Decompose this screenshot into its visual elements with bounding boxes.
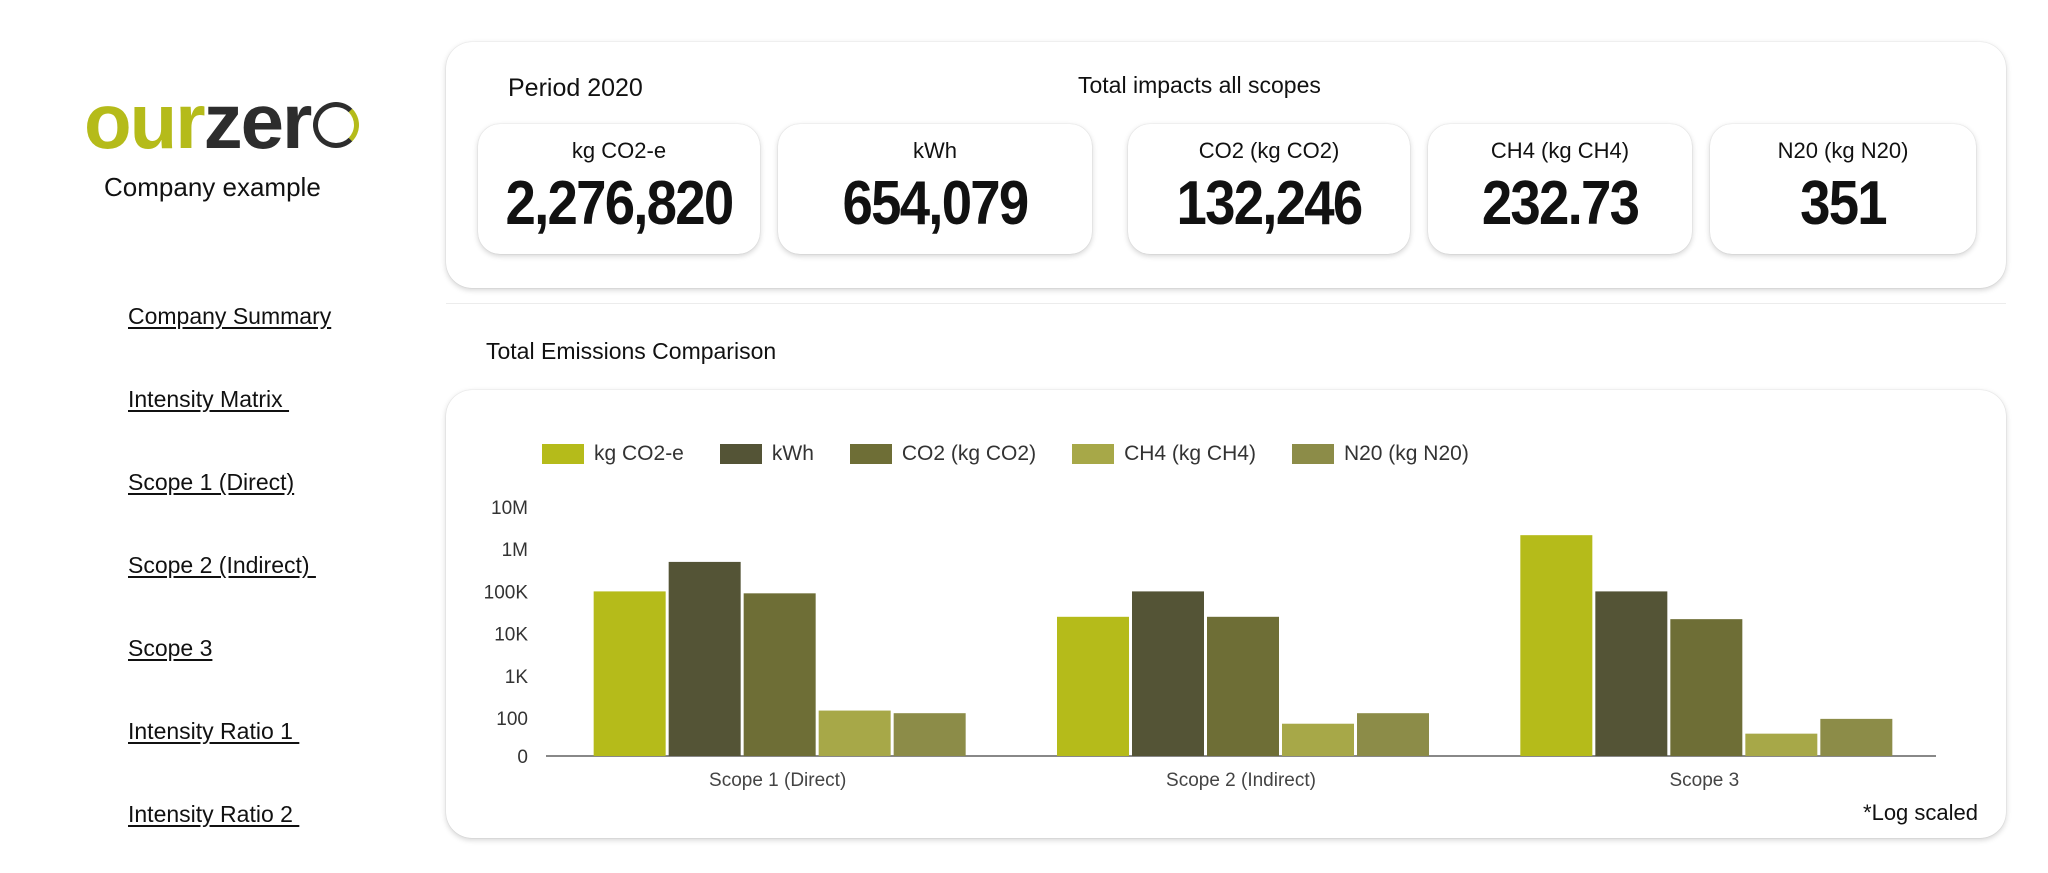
- kpi-label: kWh: [913, 138, 957, 163]
- legend-item[interactable]: kg CO2-e: [542, 442, 684, 466]
- bar[interactable]: [1057, 616, 1129, 756]
- bar[interactable]: [1282, 723, 1354, 756]
- bar[interactable]: [668, 561, 741, 756]
- comparison-title: Total Emissions Comparison: [486, 338, 777, 364]
- emissions-bar-chart: 0 100 1K 10K 100K 1M 10M Scope 1 (Direct) Scope …: [484, 498, 1936, 791]
- legend-item[interactable]: CH4 (kg CH4): [1072, 442, 1256, 466]
- y-tick-label: 0: [517, 747, 528, 768]
- kpi-label: kg CO2-e: [571, 138, 667, 163]
- kpi-card-co2: CO2 (kg CO2) 132,246: [1128, 124, 1410, 254]
- bar[interactable]: [743, 593, 816, 756]
- nav-intensity-matrix[interactable]: Intensity Matrix: [128, 386, 290, 412]
- kpi-value: 132,246: [1176, 169, 1364, 238]
- nav-scope-2[interactable]: Scope 2 (Indirect): [128, 552, 316, 578]
- logo-zer: zer: [203, 77, 313, 165]
- legend-item[interactable]: N20 (kg N20): [1291, 442, 1469, 466]
- legend-label: CO2 (kg CO2): [901, 442, 1037, 465]
- logo-ring-icon: [313, 102, 360, 148]
- company-name: Company example: [104, 172, 321, 202]
- x-tick-label: Scope 3: [1669, 770, 1739, 791]
- legend-swatch: [719, 444, 762, 464]
- chart-legend: kg CO2-e kWh CO2 (kg CO2) CH4 (kg CH4) N20 (…: [542, 442, 1505, 466]
- legend-swatch: [1072, 444, 1115, 464]
- bar[interactable]: [893, 713, 966, 756]
- kpi-card-co2e: kg CO2-e 2,276,820: [478, 124, 760, 254]
- legend-item[interactable]: kWh: [719, 442, 814, 466]
- bar[interactable]: [1357, 713, 1429, 756]
- summary-panel: Period 2020 Total impacts all scopes kg …: [446, 42, 2006, 288]
- kpi-card-kwh: kWh 654,079: [778, 124, 1092, 254]
- nav-scope-1[interactable]: Scope 1 (Direct): [128, 469, 295, 495]
- kpi-value: 2,276,820: [505, 169, 735, 238]
- legend-swatch: [542, 444, 584, 464]
- bar[interactable]: [1670, 619, 1743, 756]
- legend-label: kWh: [771, 442, 814, 465]
- x-tick-label: Scope 1 (Direct): [709, 770, 846, 791]
- y-tick-label: 1M: [502, 540, 528, 561]
- bar[interactable]: [1595, 591, 1668, 756]
- section-divider: [446, 303, 2006, 304]
- kpi-value: 654,079: [842, 169, 1030, 238]
- kpi-value: 351: [1800, 169, 1888, 238]
- y-tick-label: 100K: [484, 582, 529, 603]
- nav-intensity-ratio-2[interactable]: Intensity Ratio 2: [128, 801, 300, 827]
- kpi-card-ch4: CH4 (kg CH4) 232.73: [1428, 124, 1692, 254]
- legend-label: N20 (kg N20): [1343, 442, 1469, 465]
- y-tick-label: 1K: [505, 667, 529, 688]
- nav-intensity-ratio-1[interactable]: Intensity Ratio 1: [128, 718, 300, 744]
- period-label: Period 2020: [508, 74, 643, 102]
- kpi-label: N20 (kg N20): [1777, 138, 1909, 163]
- x-tick-label: Scope 2 (Indirect): [1166, 770, 1316, 791]
- y-tick-label: 100: [496, 709, 528, 730]
- y-tick-label: 10M: [491, 498, 528, 519]
- legend-label: kg CO2-e: [594, 442, 684, 465]
- bar[interactable]: [818, 710, 891, 756]
- bar[interactable]: [1207, 616, 1279, 756]
- logo: ourzer: [84, 82, 360, 160]
- chart-panel: kg CO2-e kWh CO2 (kg CO2) CH4 (kg CH4) N20 (…: [446, 390, 2006, 838]
- y-tick-label: 10K: [494, 625, 528, 646]
- log-scale-note: *Log scaled: [1863, 800, 1978, 825]
- legend-label: CH4 (kg CH4): [1124, 442, 1256, 465]
- bar[interactable]: [1132, 591, 1204, 756]
- bar[interactable]: [1520, 535, 1593, 756]
- bar[interactable]: [593, 591, 666, 756]
- kpi-card-n20: N20 (kg N20) 351: [1710, 124, 1976, 254]
- kpi-value: 232.73: [1481, 169, 1640, 238]
- kpi-label: CO2 (kg CO2): [1198, 138, 1340, 163]
- logo-our: our: [84, 77, 206, 165]
- bar[interactable]: [1820, 718, 1893, 756]
- legend-swatch: [1291, 444, 1334, 464]
- legend-swatch: [849, 444, 892, 464]
- kpi-label: CH4 (kg CH4): [1490, 138, 1630, 163]
- nav-scope-3[interactable]: Scope 3: [128, 635, 213, 661]
- legend-item[interactable]: CO2 (kg CO2): [849, 442, 1037, 466]
- nav-company-summary[interactable]: Company Summary: [128, 303, 332, 329]
- bar[interactable]: [1745, 733, 1818, 756]
- summary-title: Total impacts all scopes: [1078, 72, 1321, 98]
